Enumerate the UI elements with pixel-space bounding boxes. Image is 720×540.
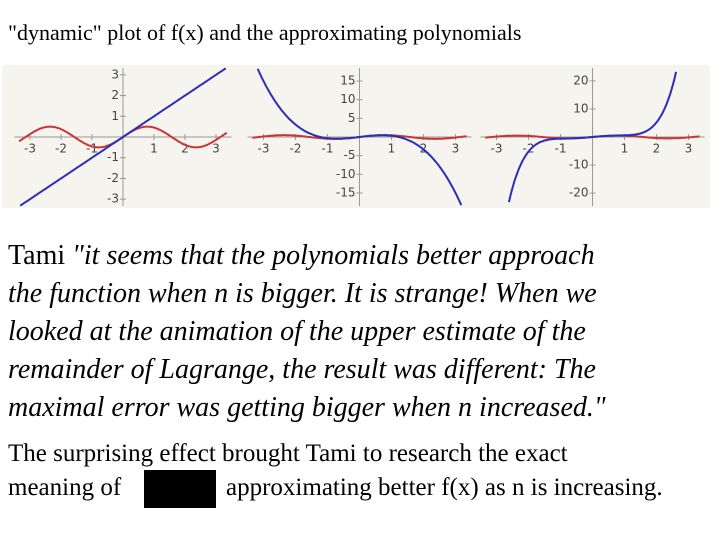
title: "dynamic" plot of f(x) and the approxima… [8,20,522,45]
y-tick-label: 10 [340,92,355,106]
redacted-box [144,470,216,508]
x-tick-label: 2 [653,142,661,156]
y-tick-label: 2 [111,88,119,102]
quote-text: remainder of Lagrange, the result was di… [8,354,596,385]
y-tick-label: 3 [111,67,119,81]
y-tick-label: -15 [336,185,356,199]
quote-text: "it seems that the polynomials better ap… [72,240,595,271]
x-tick-label: -3 [24,142,36,156]
quote-line: Tami "it seems that the polynomials bett… [8,240,595,272]
body-text: approximating better f(x) as n is increa… [226,474,663,501]
x-tick-label: 3 [685,142,693,156]
y-tick-label: -1 [107,150,119,164]
x-tick-label: -2 [523,142,535,156]
y-tick-label: 5 [348,111,356,125]
polynomial-curve [256,68,463,206]
quote-text: maximal error was getting bigger when n … [8,392,606,423]
body-text: meaning of [8,474,122,501]
x-tick-label: -1 [555,142,567,156]
x-tick-label: 3 [452,142,460,156]
x-tick-label: -1 [322,142,334,156]
speaker: Tami [8,240,66,271]
quote-text: the function when n is bigger. It is str… [8,278,597,309]
y-tick-label: -20 [569,186,589,200]
x-tick-label: -2 [290,142,302,156]
plots: -3 -2 -1 1 2 3 3 2 1 -1 -2 -3 -3 -2 -1 1 2 3 15 10 5 -5 -10 -15… [2,65,710,208]
y-tick-label: 20 [573,73,588,87]
body-text: The surprising effect brought Tami to re… [8,440,568,467]
y-tick-label: -3 [107,192,119,206]
y-tick-label: -10 [336,167,356,181]
y-tick-label: 15 [340,74,355,88]
polynomial-curve [507,71,678,203]
x-tick-label: 1 [388,142,396,156]
quote-text: looked at the animation of the upper est… [8,316,586,347]
y-tick-label: -2 [107,171,119,185]
polynomial-curve [19,67,227,207]
x-tick-label: -3 [491,142,503,156]
x-tick-label: 1 [621,142,629,156]
x-tick-label: 1 [150,142,158,156]
y-tick-label: -10 [569,158,589,172]
y-tick-label: -5 [344,148,356,162]
y-tick-label: 10 [573,101,588,115]
x-tick-label: -2 [55,142,67,156]
y-tick-label: 1 [111,109,119,123]
x-tick-label: -1 [86,142,98,156]
x-tick-label: 2 [181,142,189,156]
x-tick-label: 3 [212,142,220,156]
x-tick-label: -3 [258,142,270,156]
